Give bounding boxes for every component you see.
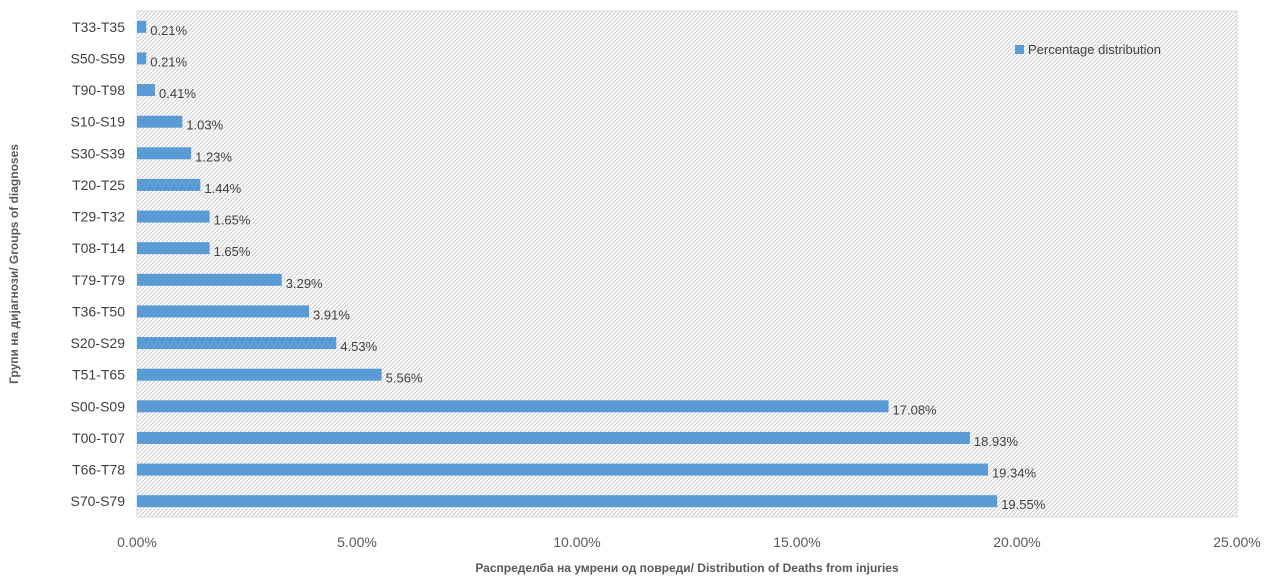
data-label-t00-t07: 18.93% [974,434,1019,449]
legend: Percentage distribution [1015,42,1161,57]
data-label-s50-s59: 0.21% [150,54,187,69]
category-label-t33-t35: T33-T35 [72,19,125,35]
category-label-t66-t78: T66-T78 [72,462,125,478]
bar-t79-t79 [137,273,282,286]
data-label-t90-t98: 0.41% [159,86,196,101]
category-label-s30-s39: S30-S39 [71,145,126,161]
bar-t66-t78 [137,463,988,476]
data-label-s70-s79: 19.55% [1001,497,1046,512]
data-label-t08-t14: 1.65% [214,244,251,259]
bar-s20-s29 [137,337,337,350]
category-label-t20-t25: T20-T25 [72,177,125,193]
legend-label: Percentage distribution [1028,42,1161,57]
data-label-s20-s29: 4.53% [340,339,377,354]
x-tick-label: 0.00% [117,534,157,550]
x-tick-labels-layer: 0.00% 5.00% 10.00% 15.00% 20.00% 25.00% [117,534,1261,550]
bar-t33-t35 [137,20,147,33]
y-axis-title: Групи на дијагнози/ Groups of diagnoses [7,144,21,384]
category-label-t51-t65: T51-T65 [72,367,125,383]
bar-t90-t98 [137,84,156,97]
data-label-s00-s09: 17.08% [893,402,938,417]
bar-s70-s79 [137,495,998,508]
bar-t36-t50 [137,305,310,318]
category-label-s50-s59: S50-S59 [71,50,126,66]
data-label-s10-s19: 1.03% [186,118,223,133]
x-tick-label: 20.00% [993,534,1040,550]
data-label-t66-t78: 19.34% [992,466,1037,481]
bar-s30-s39 [137,147,192,160]
category-label-s20-s29: S20-S29 [71,335,126,351]
data-label-t33-t35: 0.21% [150,23,187,38]
category-label-s10-s19: S10-S19 [71,114,126,130]
x-tick-label: 5.00% [337,534,377,550]
bar-t08-t14 [137,242,210,255]
bar-t00-t07 [137,431,970,444]
x-tick-label: 10.00% [553,534,600,550]
bar-t51-t65 [137,368,382,381]
category-label-s70-s79: S70-S79 [71,493,126,509]
bar-s00-s09 [137,400,889,413]
bar-t29-t32 [137,210,210,223]
data-label-t29-t32: 1.65% [214,213,251,228]
category-label-t08-t14: T08-T14 [72,240,125,256]
category-label-t79-t79: T79-T79 [72,272,125,288]
x-tick-label: 25.00% [1213,534,1260,550]
data-labels-layer: 19.55% 19.34% 18.93% 17.08% 5.56% 4.53% 3.91% 3… [150,23,1045,512]
category-labels-layer: S70-S79 T66-T78 T00-T07 S00-S09 T51-T65 S20-S… [71,19,126,509]
data-label-t79-t79: 3.29% [286,276,323,291]
data-label-t36-t50: 3.91% [313,307,350,322]
data-label-t20-t25: 1.44% [204,181,241,196]
bar-s10-s19 [137,115,183,128]
data-label-t51-t65: 5.56% [386,371,423,386]
x-axis-title: Распределба на умрени од повреди/ Distri… [475,561,899,575]
category-label-t29-t32: T29-T32 [72,209,125,225]
x-tick-label: 15.00% [773,534,820,550]
legend-swatch [1015,45,1024,54]
category-label-t90-t98: T90-T98 [72,82,125,98]
data-label-s30-s39: 1.23% [195,149,232,164]
category-label-t36-t50: T36-T50 [72,303,125,319]
bar-t20-t25 [137,178,201,191]
bars-layer [137,20,998,508]
category-label-s00-s09: S00-S09 [71,398,126,414]
bar-s50-s59 [137,52,147,65]
category-label-t00-t07: T00-T07 [72,430,125,446]
